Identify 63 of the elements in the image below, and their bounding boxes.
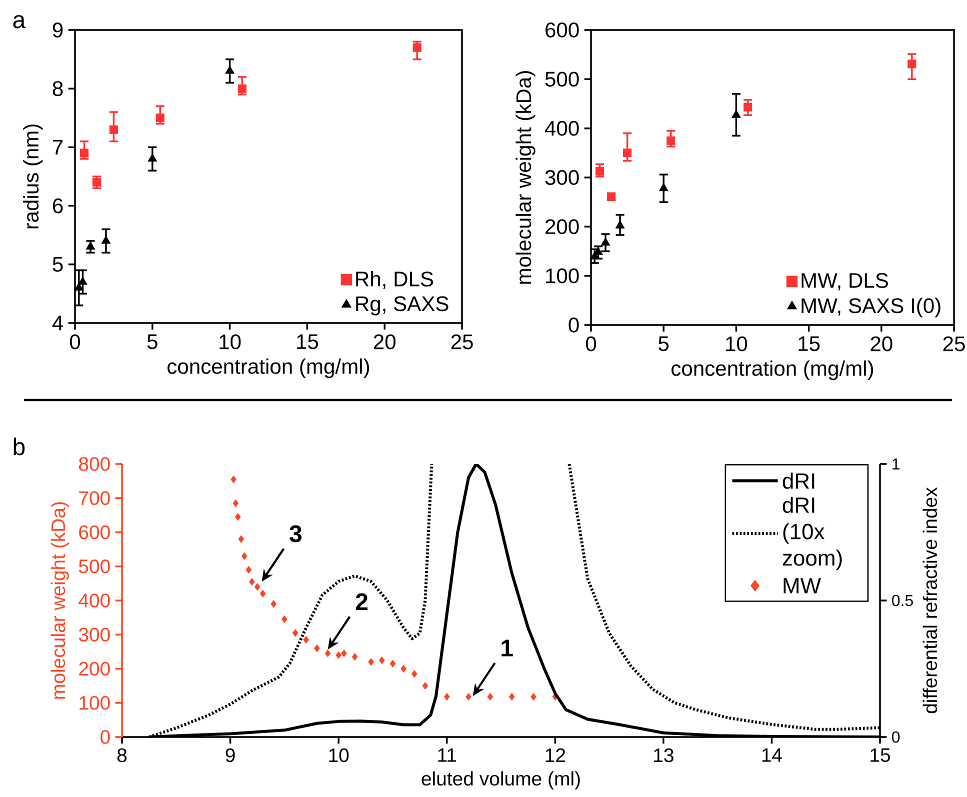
legend-label: MW, SAXS I(0) [802,298,940,318]
x-tick-label: 12 [546,748,565,762]
x-tick-label: 15 [798,336,820,352]
x-tick-label: 10 [726,336,748,352]
y-tick-label: 6 [52,198,63,214]
x-axis-title: concentration (mg/ml) [672,360,874,380]
x-tick-label: 15 [870,748,890,762]
annotation: 1 [502,640,513,656]
y-tick-label: 200 [546,219,579,234]
x-tick-label: 13 [654,748,674,762]
x-tick-label: 10 [329,748,349,762]
annotation: 3 [290,525,302,542]
text: a [13,15,26,28]
legend-label: Rg, SAXS [356,296,448,316]
x-axis-title: concentration (mg/ml) [168,358,370,378]
x-tick-label: 9 [226,748,235,762]
x-tick-label: 25 [451,334,473,350]
y-tick-label: 100 [546,268,579,284]
y-axis-title: molecular weight (kDa) [50,502,69,699]
y-tick-label: 700 [79,491,110,506]
y-tick-label: 500 [545,72,579,87]
x-tick-label: 20 [374,334,396,350]
x-tick-label: 14 [762,748,782,762]
y-tick-label: 0 [568,318,579,332]
y-tick-label: 800 [78,457,110,471]
x-tick-label: 10 [220,334,241,350]
y-tick-label: 300 [545,170,579,185]
y-tick-label: 8 [52,81,63,96]
x-tick-label: 5 [658,336,669,352]
y2-tick-label: 0 [892,731,900,743]
y-tick-label: 400 [544,120,579,136]
y-tick-label: 600 [79,525,110,540]
y-tick-label: 400 [78,594,110,608]
y-tick-label: 600 [546,22,579,38]
y-tick-label: 5 [52,257,63,272]
x-tick-label: 8 [117,748,127,762]
y-axis-title: molecular weight (kDa) [516,71,536,284]
x-tick-label: 11 [438,748,456,762]
y-tick-label: 4 [52,316,64,330]
y-tick-label: 500 [78,559,110,574]
legend-label: MW, DLS [802,273,888,290]
legend-label: MW [784,578,821,594]
annotation: 2 [356,593,368,610]
legend-label: dRI [782,472,814,489]
y2-tick-label: 1 [892,458,900,470]
y-tick-label: 7 [52,140,63,154]
legend-label: Rh, DLS [356,271,434,289]
x-tick-label: 20 [870,336,892,352]
x-tick-label: 5 [147,334,158,350]
x-tick-label: 15 [297,334,318,350]
y-tick-label: 200 [79,662,110,676]
x-tick-label: 25 [943,336,965,352]
legend-label: dRI (10x zoom) [782,496,842,570]
y-tick-label: 300 [78,628,110,642]
y-tick-label: 0 [100,730,110,744]
y-tick-label: 9 [52,22,63,38]
x-axis-title: eluted volume (ml) [422,771,580,790]
text: b [14,438,25,456]
y-tick-label: 100 [80,696,110,710]
x-tick-label: 0 [586,336,596,352]
y2-axis-title: differential refractive index [922,487,938,714]
y2-tick-label: 0.5 [892,594,913,606]
y-axis-title: radius (nm) [23,124,43,228]
